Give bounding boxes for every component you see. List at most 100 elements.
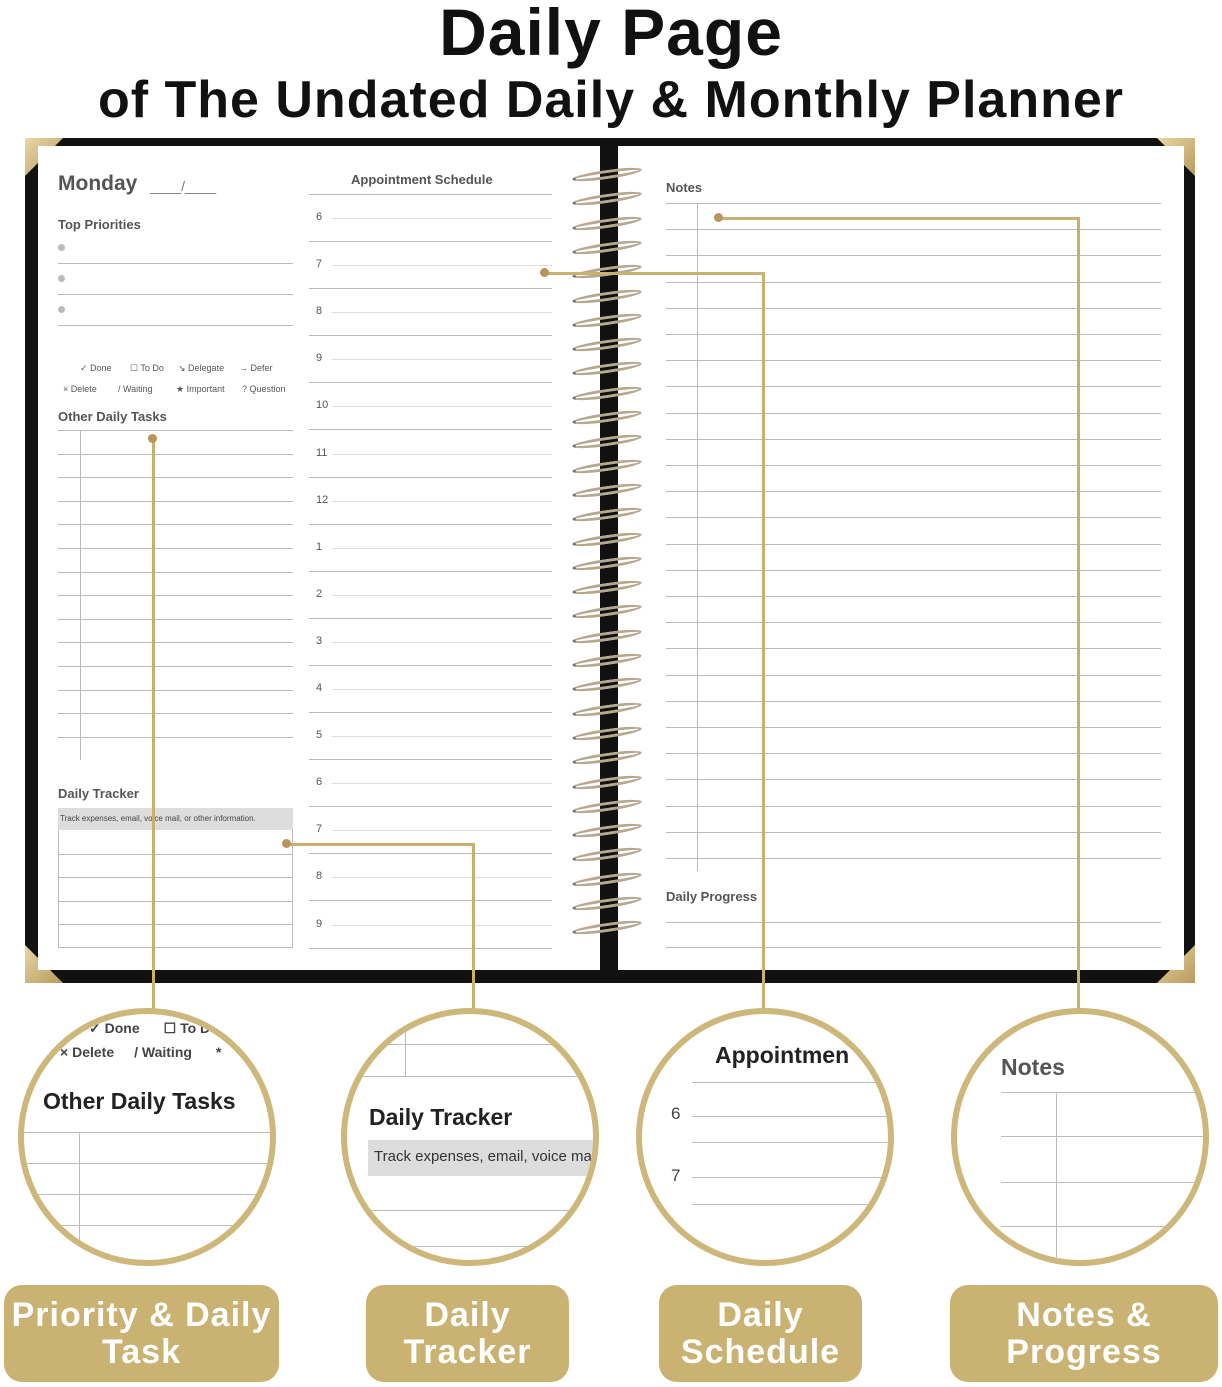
tracker-hint: Track expenses, email, voice mail, or ot… [58,808,293,830]
hour-line [309,617,552,619]
schedule-hour: 12 [316,493,329,506]
priority-bullet [58,275,65,282]
task-margin-line [80,430,81,760]
label-daily-tracker: Daily Tracker [366,1285,569,1382]
left-page [38,146,603,970]
hour-line [309,570,552,572]
callout-line [152,439,155,1009]
notes-line [666,203,1161,204]
notes-line [666,805,1161,807]
legend-item: ☐ To Do [130,363,164,374]
legend-symbol-icon: ☐ [130,363,141,373]
half-hour-line [332,359,552,361]
schedule-hour: 8 [316,305,323,318]
legend-symbol-icon: ✓ [80,363,91,373]
notes-line [666,255,1161,257]
hour-line [309,241,552,242]
daily-progress-heading: Daily Progress [666,889,760,904]
schedule-hour: 7 [316,823,323,836]
tracker-line [58,877,293,878]
page-subtitle: of The Undated Daily & Monthly Planner [97,71,1125,129]
legend-waiting: Waiting [141,1044,192,1060]
notes-line [666,543,1161,545]
right-page [618,146,1184,970]
schedule-hour: 6 [316,211,323,223]
hour-line [309,476,552,478]
schedule-hour: 4 [316,682,323,694]
notes-heading: Notes [666,180,703,195]
priority-line [58,325,293,326]
half-hour-line [332,218,552,219]
priority-bullet [58,244,65,251]
notes-line [666,229,1161,231]
zoom-circle-schedule: Appointmen 6 7 [636,1008,894,1266]
notes-line [666,334,1161,335]
spine [600,140,618,980]
todo-mark: ☐ [163,1020,181,1036]
legend-symbol-icon: ? [242,384,250,394]
notes-line [666,648,1161,650]
half-hour-line [332,689,552,690]
legend-label: Delegate [188,363,225,373]
task-line [58,713,293,715]
legend-item: ✓ Done [80,363,112,374]
legend-symbol-icon: / [118,384,124,394]
hour-line [309,288,552,290]
page-title: Daily Page [439,0,783,69]
progress-line [666,947,1161,948]
notes-line [666,307,1161,309]
zoom-circle-notes: Notes [951,1008,1209,1266]
schedule-hour: 7 [316,258,323,271]
notes-line [666,517,1161,519]
notes-line [666,831,1161,833]
notes-line [666,596,1161,597]
tracker-table [58,830,293,948]
legend-todo: To Do [180,1020,219,1036]
task-line [58,571,293,573]
hour-line [309,523,552,525]
half-hour-line [332,312,552,314]
half-hour-line [332,547,552,549]
schedule-hour: 10 [316,399,329,412]
half-hour-line [332,265,552,267]
priority-line [58,294,293,295]
zoom-title: Daily Tracker [369,1104,513,1130]
callout-line [545,272,765,275]
schedule-hour: 1 [316,540,323,553]
schedule-hour: 2 [316,587,323,600]
hour-line [309,759,552,761]
callout-dot [282,839,291,848]
half-hour-line [332,783,552,785]
legend-label: Done [90,363,112,373]
legend-label: Defer [250,363,273,373]
zoom-hint: Track expenses, email, voice mai [368,1140,593,1176]
legend-label: Waiting [123,384,153,394]
hour-line [309,382,552,384]
hour-line [309,947,552,949]
notes-line [666,700,1161,702]
notes-line [666,858,1161,859]
label-daily-schedule: Daily Schedule [659,1285,862,1382]
tracker-line [58,854,293,855]
half-hour-line [332,594,552,596]
schedule-heading: Appointment Schedule [351,172,493,187]
priority-bullet [58,306,65,313]
schedule-hour: 11 [316,446,328,459]
daily-tracker-heading: Daily Tracker [58,786,139,801]
zoom-title: Notes [1001,1054,1065,1080]
notes-line [666,438,1161,440]
task-line [58,477,293,479]
notes-line [666,569,1161,571]
schedule-top-line [309,194,552,195]
legend-label: Important [186,384,225,394]
zoom-hour: 6 [671,1104,681,1123]
zoom-title: Other Daily Tasks [43,1088,236,1114]
callout-line [287,843,474,846]
tracker-line [58,901,293,902]
hour-line [309,335,552,337]
legend-item: ↘ Delegate [178,363,224,374]
zoom-circle-tracker: Daily Tracker Track expenses, email, voi… [341,1008,599,1266]
half-hour-line [332,453,552,455]
day-label: Monday [58,172,138,195]
label-priority-daily-task: Priority & Daily Task [4,1285,279,1382]
